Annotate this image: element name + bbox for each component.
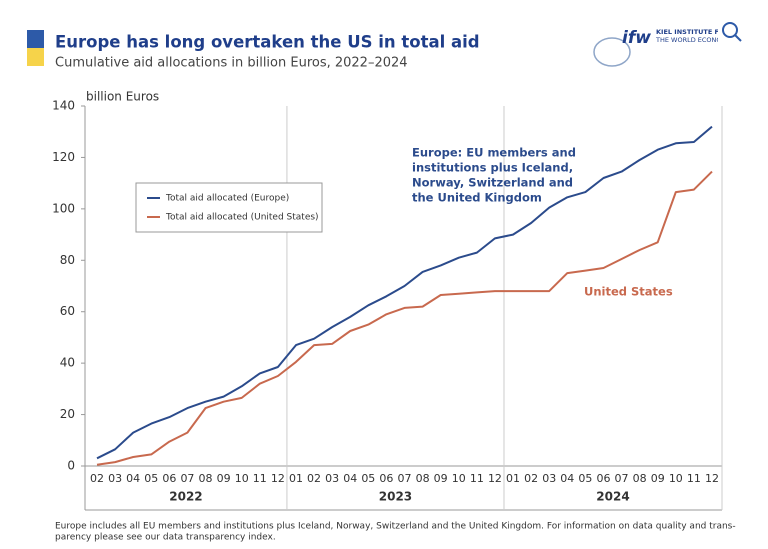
x-tick-label: 01 xyxy=(506,472,520,485)
annotation: Europe: EU members and xyxy=(412,146,576,160)
x-tick-label: 05 xyxy=(578,472,592,485)
series-line xyxy=(96,170,713,466)
annotation: United States xyxy=(584,285,673,299)
x-tick-label: 04 xyxy=(126,472,140,485)
legend-label: Total aid allocated (Europe) xyxy=(165,194,289,204)
x-tick-label: 06 xyxy=(162,472,176,485)
x-tick-label: 02 xyxy=(307,472,321,485)
logo-text: KIEL INSTITUTE FOR xyxy=(656,28,730,36)
search-icon[interactable] xyxy=(722,22,738,38)
flag-blue xyxy=(27,30,44,48)
x-tick-label: 11 xyxy=(253,472,267,485)
y-tick-label: 120 xyxy=(52,150,75,164)
x-tick-label: 12 xyxy=(705,472,719,485)
annotation: the United Kingdom xyxy=(412,191,542,205)
y-tick-label: 100 xyxy=(52,201,75,215)
logo-globe xyxy=(593,37,631,67)
search-icon-handle xyxy=(734,34,742,42)
x-tick-label: 12 xyxy=(271,472,285,485)
footnote: Europe includes all EU members and insti… xyxy=(55,522,736,532)
x-tick-label: 02 xyxy=(524,472,538,485)
x-tick-label: 12 xyxy=(488,472,502,485)
x-tick-label: 04 xyxy=(343,472,357,485)
x-group-label: 2023 xyxy=(379,490,412,504)
x-tick-label: 07 xyxy=(180,472,194,485)
x-tick-label: 02 xyxy=(90,472,104,485)
x-tick-label: 03 xyxy=(325,472,339,485)
logo-text: THE WORLD ECONOMY xyxy=(655,36,731,44)
x-tick-label: 10 xyxy=(669,472,683,485)
x-tick-label: 11 xyxy=(687,472,701,485)
x-group-label: 2022 xyxy=(169,490,202,504)
x-tick-label: 08 xyxy=(416,472,430,485)
legend-box xyxy=(135,182,323,233)
y-tick-label: 40 xyxy=(60,356,75,370)
x-group-label: 2024 xyxy=(596,490,629,504)
legend-label: Total aid allocated (United States) xyxy=(165,213,319,223)
y-tick-label: 80 xyxy=(60,253,75,267)
series-line xyxy=(96,125,713,460)
x-tick-label: 09 xyxy=(217,472,231,485)
y-tick-label: 140 xyxy=(52,99,75,113)
x-tick-label: 10 xyxy=(235,472,249,485)
y-tick-label: 20 xyxy=(60,407,75,421)
x-tick-label: 09 xyxy=(651,472,665,485)
x-tick-label: 03 xyxy=(108,472,122,485)
x-tick-label: 05 xyxy=(144,472,158,485)
x-tick-label: 05 xyxy=(361,472,375,485)
x-tick-label: 11 xyxy=(470,472,484,485)
x-tick-label: 07 xyxy=(398,472,412,485)
logo: ifw xyxy=(593,22,742,67)
y-axis-label: billion Euros xyxy=(86,90,159,104)
x-tick-label: 06 xyxy=(379,472,393,485)
x-tick-label: 08 xyxy=(199,472,213,485)
x-tick-label: 06 xyxy=(596,472,610,485)
x-tick-label: 03 xyxy=(542,472,556,485)
x-tick-label: 09 xyxy=(434,472,448,485)
x-tick-label: 07 xyxy=(615,472,629,485)
x-tick-label: 04 xyxy=(560,472,574,485)
chart-title: Europe has long overtaken the US in tota… xyxy=(55,33,480,52)
annotation: Norway, Switzerland and xyxy=(412,176,573,190)
y-tick-label: 60 xyxy=(60,304,75,318)
annotation: institutions plus Iceland, xyxy=(412,161,573,175)
footnote: parency please see our data transparency… xyxy=(55,533,276,543)
x-tick-label: 10 xyxy=(452,472,466,485)
flag-yellow xyxy=(27,48,44,66)
chart-subtitle: Cumulative aid allocations in billion Eu… xyxy=(55,56,408,71)
x-tick-label: 08 xyxy=(633,472,647,485)
logo-mark: ifw xyxy=(622,28,651,48)
x-tick-label: 01 xyxy=(289,472,303,485)
y-tick-label: 0 xyxy=(67,459,75,473)
